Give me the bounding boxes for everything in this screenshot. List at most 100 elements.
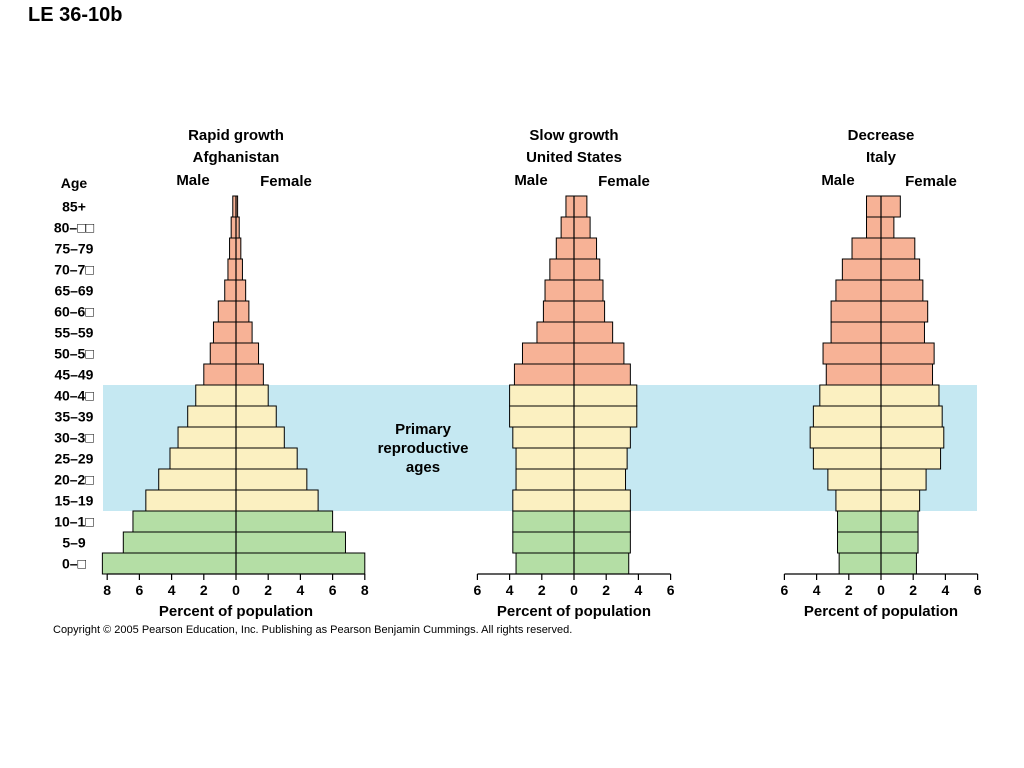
bar-female: [573, 195, 588, 218]
bar-male: [521, 342, 575, 365]
bar-male: [227, 258, 237, 281]
bar-male: [209, 342, 237, 365]
bar-male: [819, 384, 882, 407]
age-tick-label: 10–1□: [54, 514, 94, 530]
bar-male: [212, 321, 237, 344]
bar-female: [880, 552, 917, 575]
bar-male: [203, 363, 237, 386]
bar-male: [822, 342, 882, 365]
age-tick-label: 75–79: [55, 241, 94, 257]
x-tick-label: 4: [942, 582, 950, 598]
bar-male: [512, 510, 575, 533]
bar-male: [515, 468, 575, 491]
x-tick-label: 2: [602, 582, 610, 598]
age-tick-label: 0–□: [62, 556, 87, 572]
bar-female: [235, 405, 277, 428]
legend-male: Male: [821, 172, 854, 189]
bar-male: [835, 489, 882, 512]
bar-female: [235, 300, 250, 323]
legend-female: Female: [260, 173, 312, 190]
age-tick-label: 65–69: [55, 283, 94, 299]
age-tick-label: 15–19: [55, 493, 94, 509]
age-tick-label: 5–9: [62, 535, 86, 551]
bar-male: [509, 405, 575, 428]
primary-reproductive-label: reproductive: [378, 440, 469, 457]
x-tick-label: 6: [474, 582, 482, 598]
legend-male: Male: [176, 172, 209, 189]
bar-female: [573, 426, 631, 449]
bar-female: [880, 237, 916, 260]
slide-title: LE 36-10b: [28, 4, 123, 26]
age-tick-label: 50–5□: [54, 346, 94, 362]
x-axis-title: Percent of population: [159, 603, 313, 620]
x-tick-label: 0: [232, 582, 240, 598]
bar-male: [560, 216, 575, 239]
bar-male: [513, 363, 575, 386]
bar-female: [573, 531, 631, 554]
bar-male: [549, 258, 575, 281]
x-tick-label: 0: [570, 582, 578, 598]
x-tick-label: 2: [200, 582, 208, 598]
bar-female: [880, 447, 942, 470]
bar-female: [235, 237, 242, 260]
bar-female: [573, 489, 631, 512]
bar-male: [544, 279, 575, 302]
bar-female: [880, 405, 943, 428]
bar-female: [880, 510, 919, 533]
x-tick-label: 6: [974, 582, 982, 598]
age-tick-label: 70–7□: [54, 262, 94, 278]
panel-country: Italy: [866, 149, 897, 166]
bar-male: [837, 510, 882, 533]
bar-female: [235, 468, 308, 491]
legend-male: Male: [514, 172, 547, 189]
bar-male: [512, 426, 575, 449]
bar-male: [158, 468, 237, 491]
bar-female: [573, 216, 591, 239]
bar-female: [235, 552, 366, 575]
bar-female: [573, 384, 638, 407]
bar-female: [880, 426, 945, 449]
bar-female: [235, 342, 260, 365]
bar-female: [880, 216, 895, 239]
bar-female: [880, 468, 927, 491]
bar-female: [880, 531, 919, 554]
bar-female: [573, 510, 631, 533]
bar-female: [880, 300, 929, 323]
age-tick-label: 35–39: [55, 409, 94, 425]
bar-male: [565, 195, 575, 218]
bar-female: [880, 342, 935, 365]
bar-male: [866, 195, 882, 218]
bar-male: [229, 237, 237, 260]
bar-female: [573, 405, 638, 428]
bar-female: [235, 426, 285, 449]
bar-male: [101, 552, 237, 575]
bar-male: [825, 363, 882, 386]
x-tick-label: 4: [506, 582, 514, 598]
bar-male: [838, 552, 882, 575]
bar-male: [866, 216, 882, 239]
panel-title: Decrease: [848, 127, 915, 144]
bar-female: [235, 489, 319, 512]
x-tick-label: 4: [297, 582, 305, 598]
bar-female: [880, 321, 925, 344]
bar-female: [573, 321, 614, 344]
x-tick-label: 6: [136, 582, 144, 598]
x-tick-label: 0: [877, 582, 885, 598]
legend-female: Female: [905, 173, 957, 190]
bar-male: [509, 384, 575, 407]
bar-female: [573, 237, 598, 260]
bar-male: [830, 321, 882, 344]
bar-male: [132, 510, 237, 533]
age-tick-label: 40–4□: [54, 388, 94, 404]
bar-female: [880, 384, 940, 407]
age-tick-label: 60–6□: [54, 304, 94, 320]
x-tick-label: 8: [361, 582, 369, 598]
bar-female: [573, 342, 625, 365]
x-tick-label: 2: [538, 582, 546, 598]
bar-male: [145, 489, 237, 512]
bar-male: [187, 405, 237, 428]
bar-male: [827, 468, 882, 491]
bar-male: [812, 447, 882, 470]
bar-male: [230, 216, 237, 239]
